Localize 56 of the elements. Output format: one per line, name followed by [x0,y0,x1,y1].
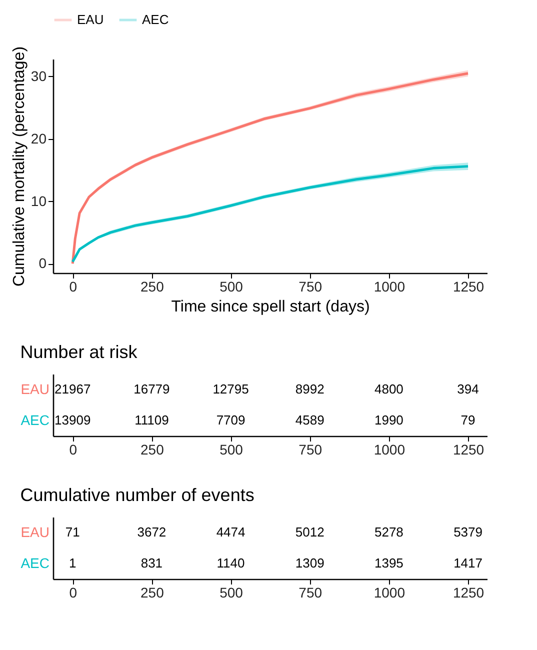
data-label: 7709 [216,412,246,428]
data-label: 8992 [295,382,324,396]
x-tick-label: 1000 [374,584,406,600]
x-tick-label: 750 [298,584,322,600]
x-tick-label: 500 [220,442,244,458]
x-tick-label: 250 [140,442,164,458]
y-tick-label: EAU [20,381,50,397]
y-tick-label: AEC [20,412,50,428]
x-tick-label: 250 [140,278,164,294]
y-tick-label: 20 [30,130,47,146]
y-tick-label: 0 [38,255,47,272]
x-tick-label: 1250 [452,442,484,458]
x-tick-label: 750 [298,442,322,458]
data-label: 21967 [54,382,91,396]
data-label: 1140 [216,556,245,570]
chart-title: Cumulative number of events [20,485,254,505]
data-label: 12795 [212,382,249,396]
data-label: 831 [140,556,163,570]
x-tick-label: 500 [220,278,244,294]
data-label: 4589 [295,412,324,428]
data-label: 13909 [54,412,91,428]
data-label: 1309 [295,556,324,570]
data-label: 11109 [134,412,169,428]
x-axis-title: Time since spell start (days) [171,298,370,316]
data-label: 71 [65,524,80,540]
y-axis-title: Cumulative mortality (percentage) [10,46,28,287]
x-tick-label: 1250 [452,278,484,294]
data-label: 16779 [134,382,170,396]
x-tick-label: 1000 [374,278,406,294]
y-tick-label: 10 [30,192,47,209]
x-tick-label: 0 [69,278,78,294]
data-label: 5012 [295,524,324,540]
chart-title: Number at risk [20,342,138,362]
x-tick-label: 0 [69,584,78,600]
data-label: 1395 [374,556,404,570]
x-tick-label: 1250 [452,584,484,600]
y-tick-label: AEC [20,555,50,571]
x-tick-label: 250 [140,584,164,600]
data-label: 1417 [454,556,482,570]
legend-label: EAU [77,12,104,27]
y-tick-label: EAU [20,524,50,540]
data-label: 1 [68,556,76,570]
x-tick-label: 0 [69,442,78,458]
data-label: 4474 [216,524,246,540]
data-label: 394 [457,382,479,396]
x-tick-label: 500 [220,584,244,600]
data-label: 3672 [137,524,166,540]
x-tick-label: 750 [298,278,322,294]
x-tick-label: 1000 [374,442,406,458]
data-label: 79 [460,412,476,428]
data-label: 4800 [374,382,404,396]
data-label: 5379 [454,524,482,540]
legend-label: AEC [142,12,169,27]
y-tick-label: 30 [30,68,47,84]
data-label: 5278 [374,524,404,540]
data-label: 1990 [374,412,404,428]
